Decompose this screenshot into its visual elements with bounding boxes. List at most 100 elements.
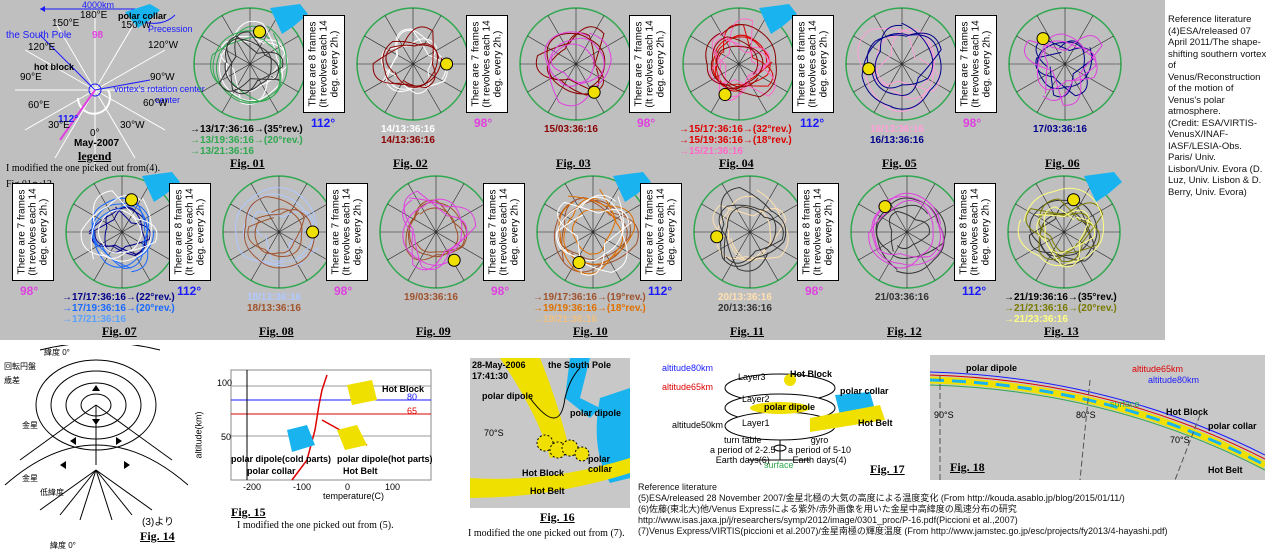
polar-grid-spoke [249, 63, 279, 113]
vortex-trace [720, 187, 787, 267]
polar-grid-spoke [384, 15, 414, 65]
vortex-trace [723, 206, 784, 264]
vortex-trace [1038, 212, 1091, 253]
polar-grid-spoke [1064, 63, 1094, 113]
revolution-degree: 98° [637, 116, 656, 130]
hot-block-marker [862, 62, 876, 76]
time-label: →21/21:36:16→(20°rev.) [1004, 303, 1117, 314]
fig16-pd: polar dipole [482, 391, 534, 401]
polar-grid-spoke [1036, 15, 1066, 65]
vortex-trace [382, 40, 443, 87]
vortex-trace [242, 193, 319, 265]
frame-note-text: There are 7 frames (It revolves each 14 … [959, 20, 993, 108]
fig15-x200: -200 [243, 482, 262, 492]
vortex-trace [563, 189, 624, 265]
fig14-panel: 緯度 0° 回転円盤 歳差 金星 金星 低緯度 緯度 0° (3)より Fig.… [0, 342, 192, 550]
frame-note-box: There are 7 frames (It revolves each 14 … [640, 183, 682, 281]
polar-collar-shape [142, 172, 180, 202]
vortex-trace [1025, 202, 1104, 263]
vortex-trace [408, 199, 466, 253]
figure-label: Fig. 02 [393, 156, 428, 170]
polar-grid-spoke [278, 231, 328, 261]
fig15-y100: 100 [217, 378, 233, 388]
fig17-alt80: altitude80km [662, 363, 714, 373]
time-label: 17/03:36:16 [1033, 124, 1087, 135]
vortex-trace [1036, 41, 1093, 90]
fig17-layer2: Layer2 [742, 394, 770, 404]
fig18-pd: polar dipole [966, 363, 1018, 373]
fig16-label: Fig. 16 [540, 510, 575, 524]
fig16-note: I modified the one picked out from (7). [468, 528, 625, 539]
hot-block-marker [710, 230, 724, 244]
fig16-diagram [470, 358, 630, 508]
fig15-panel: 100 50 altitude(km) -200 -100 0 100 temp… [194, 350, 442, 549]
legend-60w: 60°W [143, 98, 168, 109]
polar-plot [519, 7, 633, 121]
polar-collar-shape [270, 4, 308, 34]
time-label: →19/17:36:16→(19°rev.) [533, 292, 646, 303]
polar-plot [379, 175, 493, 289]
fig15-x100: -100 [293, 482, 312, 492]
polar-grid-spoke [407, 231, 437, 281]
figure-label: Fig. 07 [102, 324, 137, 338]
vortex-trace [726, 206, 772, 261]
figure-label: Fig. 11 [730, 324, 765, 338]
vortex-trace [558, 195, 635, 275]
frame-note-text: There are 7 frames (It revolves each 14 … [16, 188, 50, 276]
vortex-trace [104, 206, 151, 253]
vortex-trace [218, 20, 283, 102]
fig18-collar: polar collar [1208, 421, 1257, 431]
vortex-trace [868, 199, 934, 269]
fig16-date: 28-May-2006 [472, 360, 526, 370]
time-label: →13/17:36:16→(35°rev.) [190, 124, 303, 135]
vortex-trace [1036, 33, 1098, 91]
fig15-v65: 65 [407, 406, 418, 416]
polar-collar-shape [613, 172, 651, 202]
fig18-alt80: altitude80km [1148, 375, 1200, 385]
polar-grid-spoke [1016, 63, 1066, 93]
frame-note-box: There are 7 frames (It revolves each 14 … [629, 15, 671, 113]
vortex-trace [212, 30, 282, 103]
fig15-x100p: 100 [385, 482, 401, 492]
vortex-trace [718, 204, 777, 272]
polar-grid-spoke [278, 183, 308, 233]
polar-grid-spoke [878, 231, 908, 281]
revolution-degree: 112° [800, 116, 825, 130]
time-label: →21/23:36:16 [1004, 314, 1068, 325]
figure-label: Fig. 08 [259, 324, 294, 338]
vortex-trace [705, 24, 777, 98]
frame-note-box: There are 8 frames (It revolves each 14 … [169, 183, 211, 281]
time-label: 16/13:36:16 [870, 124, 924, 135]
fig14-conv: 回転円盤 [4, 362, 36, 371]
polar-grid-spoke [73, 203, 123, 233]
legend-note: I modified the one picked out from(4). [6, 163, 161, 174]
time-label: →17/21:36:16 [62, 314, 126, 325]
polar-grid-spoke [93, 183, 123, 233]
revolution-degree: 98° [963, 116, 982, 130]
vortex-trace [97, 209, 142, 254]
polar-grid-spoke [906, 231, 936, 281]
polar-grid-spoke [1036, 63, 1066, 113]
polar-grid-spoke [701, 231, 751, 261]
polar-grid-spoke [249, 35, 299, 65]
polar-plot [193, 4, 308, 121]
revolution-degree: 112° [177, 284, 202, 298]
polar-grid-spoke [873, 15, 903, 65]
polar-grid-spoke [412, 15, 442, 65]
time-label: →17/17:36:16→(22°rev.) [62, 292, 175, 303]
fig18-hotblock: Hot Block [1166, 407, 1209, 417]
figure-label: Fig. 12 [887, 324, 922, 338]
polar-grid-spoke [749, 231, 779, 281]
frame-note-box: There are 7 frames (It revolves each 14 … [483, 183, 525, 281]
fig17-layer3: Layer3 [738, 372, 766, 382]
revolution-degree: 98° [491, 284, 510, 298]
frame-note-box: There are 7 frames (It revolves each 14 … [955, 15, 997, 113]
fig18-label: Fig. 18 [950, 460, 985, 474]
legend-150w: 150°W [121, 20, 152, 31]
polar-grid-spoke [878, 183, 908, 233]
time-label: →15/17:36:16→(32°rev.) [679, 124, 792, 135]
fig15-note: I modified the one picked out from (5). [237, 520, 394, 531]
frame-note-text: There are 7 frames (It revolves each 14 … [644, 188, 678, 276]
fig17-turn: turn table a period of 2-2.5 Earth days(… [710, 435, 776, 465]
ref-bottom-title: Reference literature [638, 482, 718, 492]
